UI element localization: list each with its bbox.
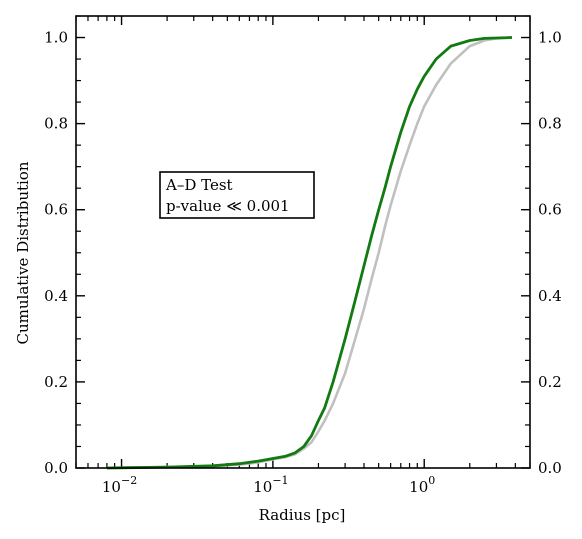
y-tick-label-left: 0.8 xyxy=(44,115,68,133)
y-tick-label-right: 0.8 xyxy=(538,115,562,133)
y-tick-label-left: 0.0 xyxy=(44,459,68,477)
y-tick-label-left: 0.2 xyxy=(44,373,68,391)
series-layer xyxy=(106,36,513,470)
y-tick-label-right: 0.0 xyxy=(538,459,562,477)
x-tick-label: 10−2 xyxy=(102,474,137,496)
annotation-line-1: A–D Test xyxy=(165,176,233,194)
x-tick-exponent: −2 xyxy=(121,474,137,487)
x-tick-label: 10−1 xyxy=(253,474,288,496)
x-tick-exponent: 0 xyxy=(428,474,435,487)
x-tick-exponent: −1 xyxy=(272,474,288,487)
y-tick-label-right: 0.2 xyxy=(538,373,562,391)
minor-ticks xyxy=(75,15,531,468)
major-ticks xyxy=(76,16,530,469)
y-tick-label-left: 0.6 xyxy=(44,201,68,219)
y-tick-label-left: 0.4 xyxy=(44,287,68,305)
x-tick-label: 100 xyxy=(409,474,435,496)
plot-frame xyxy=(75,15,531,469)
annotation-line-2: p-value ≪ 0.001 xyxy=(166,197,290,215)
y-tick-label-right: 0.4 xyxy=(538,287,562,305)
x-tick-labels: 10−2 10−1 100 xyxy=(102,474,435,496)
y-axis-label: Cumulative Distribution xyxy=(14,161,32,344)
y-tick-label-left: 1.0 xyxy=(44,29,68,47)
y-tick-labels-right: 0.0 0.2 0.4 0.6 0.8 1.0 xyxy=(538,29,562,477)
x-axis-label: Radius [pc] xyxy=(259,506,346,524)
y-tick-label-right: 1.0 xyxy=(538,29,562,47)
annotation-box: A–D Test p-value ≪ 0.001 xyxy=(159,171,315,219)
series-line-1 xyxy=(106,36,513,470)
y-tick-label-right: 0.6 xyxy=(538,201,562,219)
series-line-2 xyxy=(106,36,513,470)
y-tick-labels-left: 0.0 0.2 0.4 0.6 0.8 1.0 xyxy=(44,29,68,477)
